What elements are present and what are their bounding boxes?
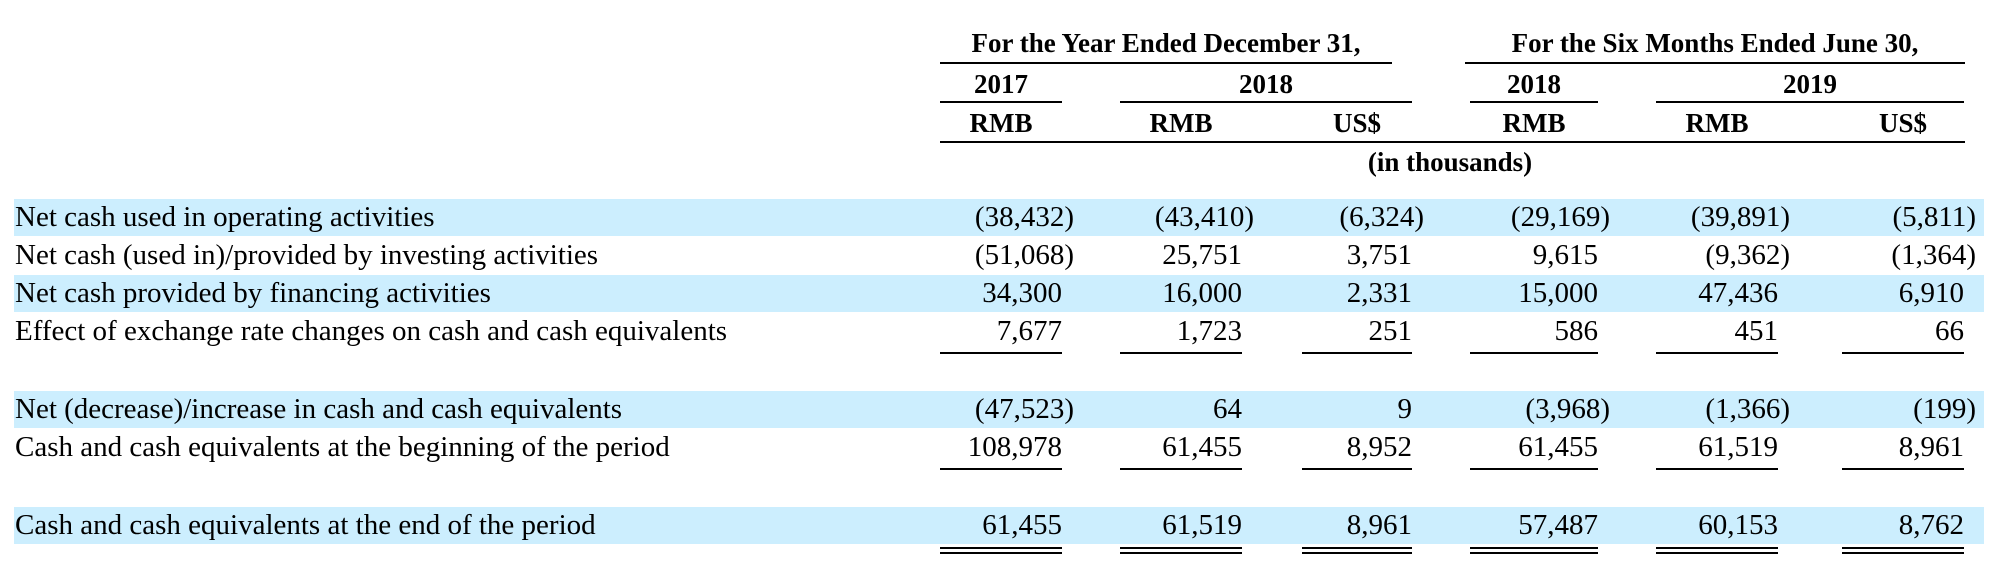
row-highlight — [14, 275, 1984, 312]
header-currency: RMB — [969, 108, 1033, 138]
table-cell: 64 — [1213, 393, 1242, 425]
subtotal-rule — [1842, 468, 1964, 470]
subtotal-rule — [1470, 352, 1598, 354]
table-cell: (9,362) — [1705, 239, 1790, 271]
table-cell: 15,000 — [1518, 277, 1598, 309]
row-highlight — [14, 507, 1984, 544]
header-rule — [1470, 101, 1598, 103]
table-cell: (6,324) — [1339, 201, 1424, 233]
header-year-2017: 2017 — [974, 69, 1028, 99]
total-double-rule — [1120, 547, 1242, 554]
header-rule — [940, 141, 1965, 143]
table-cell: 8,961 — [1346, 509, 1412, 541]
total-double-rule — [1302, 547, 1412, 554]
table-cell: (39,891) — [1690, 201, 1790, 233]
table-cell: 61,519 — [1162, 509, 1242, 541]
header-rule — [1465, 62, 1965, 64]
table-cell: 108,978 — [967, 431, 1062, 463]
header-currency: RMB — [1502, 108, 1566, 138]
table-cell: 451 — [1734, 315, 1779, 347]
subtotal-rule — [940, 468, 1062, 470]
row-label-operating: Net cash used in operating activities — [15, 201, 435, 233]
header-currency: RMB — [1149, 108, 1213, 138]
subtotal-rule — [1302, 468, 1412, 470]
table-cell: 586 — [1554, 315, 1599, 347]
table-cell: (43,410) — [1154, 201, 1254, 233]
table-cell: 61,455 — [1518, 431, 1598, 463]
table-cell: 60,153 — [1698, 509, 1778, 541]
table-cell: (199) — [1913, 393, 1976, 425]
units-note: (in thousands) — [1367, 147, 1533, 177]
subtotal-rule — [1120, 352, 1242, 354]
header-rule — [1656, 101, 1964, 103]
header-six-months-ended: For the Six Months Ended June 30, — [1511, 28, 1919, 58]
header-currency: US$ — [1878, 108, 1927, 138]
table-cell: (51,068) — [974, 239, 1074, 271]
subtotal-rule — [1656, 468, 1778, 470]
row-label-financing: Net cash provided by financing activitie… — [15, 277, 491, 309]
table-cell: 8,952 — [1346, 431, 1412, 463]
table-cell: 2,331 — [1346, 277, 1412, 309]
header-currency: US$ — [1332, 108, 1381, 138]
table-cell: 61,455 — [982, 509, 1062, 541]
subtotal-rule — [1842, 352, 1964, 354]
row-highlight — [14, 199, 1984, 236]
subtotal-rule — [1120, 468, 1242, 470]
row-label-net-change: Net (decrease)/increase in cash and cash… — [15, 393, 623, 425]
header-currency: RMB — [1685, 108, 1749, 138]
header-year-ended: For the Year Ended December 31, — [971, 28, 1361, 58]
table-cell: 9 — [1397, 393, 1413, 425]
table-cell: (1,366) — [1705, 393, 1790, 425]
subtotal-rule — [1470, 468, 1598, 470]
table-cell: (29,169) — [1510, 201, 1610, 233]
table-cell: 6,910 — [1898, 277, 1964, 309]
subtotal-rule — [1302, 352, 1412, 354]
table-cell: 57,487 — [1518, 509, 1598, 541]
subtotal-rule — [1656, 352, 1778, 354]
table-cell: (38,432) — [974, 201, 1074, 233]
table-cell: 61,455 — [1162, 431, 1242, 463]
table-cell: 7,677 — [996, 315, 1062, 347]
table-cell: 16,000 — [1162, 277, 1242, 309]
total-double-rule — [1842, 547, 1964, 554]
header-rule — [940, 101, 1062, 103]
row-label-exchange-rate: Effect of exchange rate changes on cash … — [15, 315, 728, 347]
row-label-investing: Net cash (used in)/provided by investing… — [15, 239, 599, 271]
table-cell: (5,811) — [1892, 201, 1977, 233]
total-double-rule — [1656, 547, 1778, 554]
table-cell: 61,519 — [1698, 431, 1778, 463]
table-cell: 8,961 — [1898, 431, 1964, 463]
table-cell: 3,751 — [1346, 239, 1412, 271]
row-label-ending-balance: Cash and cash equivalents at the end of … — [15, 509, 596, 541]
table-cell: 25,751 — [1162, 239, 1242, 271]
header-year-2019: 2019 — [1783, 69, 1837, 99]
table-cell: 1,723 — [1176, 315, 1242, 347]
table-cell: (47,523) — [974, 393, 1074, 425]
table-cell: 9,615 — [1532, 239, 1598, 271]
row-label-beginning-balance: Cash and cash equivalents at the beginni… — [15, 431, 670, 463]
table-cell: (1,364) — [1891, 239, 1976, 271]
table-cell: 8,762 — [1898, 509, 1964, 541]
subtotal-rule — [940, 352, 1062, 354]
header-rule — [940, 62, 1392, 64]
table-cell: 47,436 — [1698, 277, 1778, 309]
total-double-rule — [1470, 547, 1598, 554]
table-cell: (3,968) — [1525, 393, 1610, 425]
table-cell: 34,300 — [982, 277, 1062, 309]
row-highlight — [14, 391, 1984, 428]
total-double-rule — [940, 547, 1062, 554]
header-year-2018: 2018 — [1239, 69, 1293, 99]
table-cell: 251 — [1368, 315, 1413, 347]
header-rule — [1120, 101, 1412, 103]
header-year-2018-six-months: 2018 — [1507, 69, 1561, 99]
table-cell: 66 — [1935, 315, 1964, 347]
